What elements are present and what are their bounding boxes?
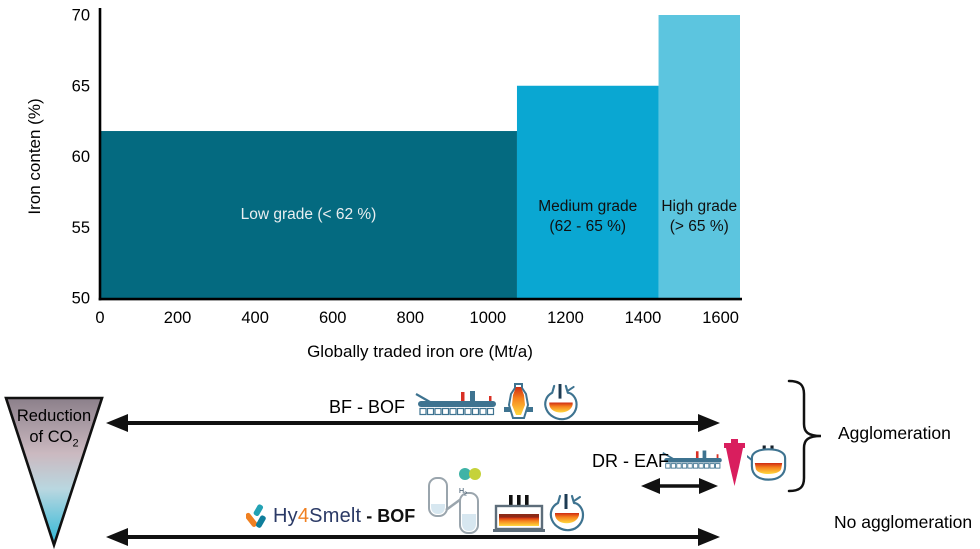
bar-label-high-grade: High grade xyxy=(661,198,737,215)
hy4smelt-logo-text-hy: Hy xyxy=(273,504,298,527)
bar-high-grade xyxy=(658,15,740,298)
y-axis-title: Iron conten (%) xyxy=(25,98,44,214)
agglomeration-brace xyxy=(787,379,822,493)
bof-converter-icon xyxy=(541,384,580,421)
bar-label-low-grade: Low grade (< 62 %) xyxy=(241,206,377,223)
hy4smelt-logo-icon xyxy=(246,503,268,529)
hy4smelt-bof-route-arrow xyxy=(106,528,720,546)
y-tick-label: 60 xyxy=(72,148,90,166)
dr-eaf-route-arrow xyxy=(641,478,718,494)
y-tick-label: 50 xyxy=(72,290,90,308)
eaf-furnace-icon xyxy=(747,445,790,482)
bf-bof-route-arrow xyxy=(106,414,720,432)
no-agglomeration-label: No agglomeration xyxy=(834,512,973,532)
x-tick-label: 1000 xyxy=(470,309,507,327)
x-tick-label: 1400 xyxy=(625,309,662,327)
x-tick-label: 600 xyxy=(319,309,347,327)
y-tick-label: 70 xyxy=(72,7,90,25)
bar-label-medium-grade: (62 - 65 %) xyxy=(549,218,626,235)
dr-eaf-route-label: DR - EAF xyxy=(592,451,670,471)
x-tick-label: 1600 xyxy=(702,309,739,327)
x-tick-label: 0 xyxy=(95,309,104,327)
sinter-plant-icon xyxy=(414,389,500,417)
bar-low-grade xyxy=(100,131,517,298)
blast-furnace-icon xyxy=(502,383,535,420)
x-tick-label: 200 xyxy=(164,309,192,327)
x-axis-title: Globally traded iron ore (Mt/a) xyxy=(307,342,533,361)
bar-label-medium-grade: Medium grade xyxy=(538,198,637,215)
y-tick-label: 65 xyxy=(72,77,90,95)
dr-shaft-icon xyxy=(723,439,746,487)
hy4smelt-logo-text-smelt: Smelt xyxy=(309,504,362,527)
pellet-plant-icon xyxy=(662,449,724,470)
agglomeration-label: Agglomeration xyxy=(838,423,951,443)
co2-reduction-label: Reduction of CO2 xyxy=(16,407,92,450)
hy4smelt-route-suffix: - BOF xyxy=(366,505,416,526)
h2-molecule-label: H2 xyxy=(459,488,467,498)
co2-reduction-triangle-icon xyxy=(4,396,104,549)
x-tick-label: 400 xyxy=(241,309,269,327)
y-tick-label: 55 xyxy=(72,219,90,237)
hy4smelt-logo-text-4: 4 xyxy=(297,504,310,527)
bf-bof-route-label: BF - BOF xyxy=(329,397,405,417)
x-tick-label: 1200 xyxy=(547,309,584,327)
h2-shaft-reactors-icon xyxy=(423,466,489,536)
bof-converter-icon xyxy=(547,494,586,532)
bar-medium-grade xyxy=(516,85,659,298)
x-tick-label: 800 xyxy=(397,309,425,327)
smelter-icon xyxy=(492,495,546,534)
bar-label-high-grade: (> 65 %) xyxy=(670,218,729,235)
iron-ore-grade-chart: 50 55 60 65 70 0 200 400 600 800 1000 1200 1400 1600 G… xyxy=(25,7,742,361)
hy4smelt-bof-route-label: Hy 4 Smelt - BOF xyxy=(246,503,415,529)
